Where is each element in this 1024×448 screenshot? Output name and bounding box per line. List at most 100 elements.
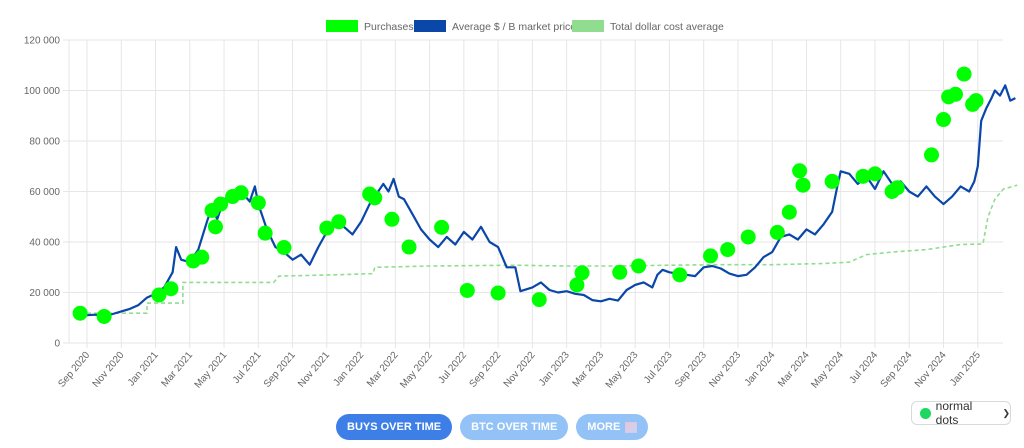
purchase-dot[interactable] bbox=[233, 185, 249, 201]
chart-grid bbox=[63, 39, 1003, 348]
purchase-dot[interactable] bbox=[490, 285, 506, 301]
purchase-dot[interactable] bbox=[459, 282, 475, 298]
purchase-dot[interactable] bbox=[384, 211, 400, 227]
purchase-dot[interactable] bbox=[531, 292, 547, 308]
x-tick-label: Jul 2021 bbox=[231, 350, 264, 386]
purchase-dot[interactable] bbox=[740, 229, 756, 245]
purchase-dot[interactable] bbox=[947, 86, 963, 102]
y-tick-label: 120 000 bbox=[24, 36, 61, 47]
x-tick-label: Jan 2022 bbox=[331, 350, 366, 389]
legend-swatch-purchases bbox=[326, 20, 358, 32]
btc-over-time-button[interactable]: BTC OVER TIME bbox=[460, 414, 569, 440]
y-tick-label: 0 bbox=[54, 339, 60, 350]
x-tick-label: Jul 2022 bbox=[436, 350, 469, 386]
purchase-dot[interactable] bbox=[401, 239, 417, 255]
legend-label-purchases: Purchases bbox=[364, 21, 414, 33]
purchase-dot[interactable] bbox=[924, 147, 940, 163]
legend-swatch-dca bbox=[572, 20, 604, 32]
purchase-dot[interactable] bbox=[367, 190, 383, 206]
x-tick-label: Jul 2024 bbox=[848, 350, 881, 386]
purchase-dot[interactable] bbox=[331, 214, 347, 230]
purchase-dot[interactable] bbox=[769, 224, 785, 240]
line-chart: Purchases Average $ / B market price Tot… bbox=[24, 20, 1018, 391]
buys-over-time-label: BUYS OVER TIME bbox=[347, 421, 442, 433]
chevron-down-icon: ❯ bbox=[1002, 407, 1010, 418]
legend-item-dca[interactable]: Total dollar cost average bbox=[572, 20, 724, 33]
more-label: MORE bbox=[587, 421, 621, 433]
purchase-dot[interactable] bbox=[569, 277, 585, 293]
purchase-dot[interactable] bbox=[792, 163, 808, 179]
legend-label-dca: Total dollar cost average bbox=[610, 21, 724, 33]
y-tick-label: 60 000 bbox=[29, 187, 60, 198]
x-tick-label: Mar 2022 bbox=[365, 350, 401, 390]
btc-over-time-label: BTC OVER TIME bbox=[471, 421, 558, 433]
dot-style-value: normal dots bbox=[935, 399, 973, 427]
legend-item-purchases[interactable]: Purchases bbox=[326, 20, 414, 33]
x-tick-label: Nov 2020 bbox=[91, 350, 127, 390]
y-tick-label: 20 000 bbox=[29, 288, 60, 299]
legend-item-market-price[interactable]: Average $ / B market price bbox=[414, 20, 576, 33]
purchase-dot[interactable] bbox=[96, 308, 112, 324]
x-tick-label: Mar 2024 bbox=[776, 350, 812, 390]
more-button[interactable]: MORE bbox=[576, 414, 649, 440]
x-tick-label: Sep 2022 bbox=[467, 350, 503, 390]
purchase-dot[interactable] bbox=[72, 305, 88, 321]
chart-emoji-icon bbox=[625, 421, 638, 433]
x-tick-label: Sep 2021 bbox=[262, 350, 298, 390]
purchase-dot[interactable] bbox=[151, 287, 167, 303]
y-tick-label: 80 000 bbox=[29, 137, 60, 148]
purchase-dots bbox=[72, 66, 984, 324]
purchase-dot[interactable] bbox=[631, 258, 647, 274]
x-tick-label: Nov 2022 bbox=[502, 350, 538, 390]
purchase-dot[interactable] bbox=[795, 177, 811, 193]
purchase-dot[interactable] bbox=[319, 220, 335, 236]
x-tick-label: Jan 2023 bbox=[537, 350, 572, 389]
x-tick-label: Mar 2023 bbox=[571, 350, 607, 390]
buys-over-time-button[interactable]: BUYS OVER TIME bbox=[336, 414, 453, 440]
x-tick-label: Mar 2021 bbox=[159, 350, 195, 390]
chart-legend: Purchases Average $ / B market price Tot… bbox=[326, 20, 724, 33]
purchase-dot[interactable] bbox=[207, 219, 223, 235]
dot-style-select[interactable]: normal dots ❯ bbox=[911, 399, 1011, 427]
purchase-dot[interactable] bbox=[781, 204, 797, 220]
y-tick-label: 40 000 bbox=[29, 238, 60, 249]
purchase-dot[interactable] bbox=[889, 180, 905, 196]
purchase-dot[interactable] bbox=[257, 225, 273, 241]
purchase-dot[interactable] bbox=[867, 166, 883, 182]
purchase-dot[interactable] bbox=[163, 281, 179, 297]
x-tick-label: May 2023 bbox=[604, 350, 641, 391]
x-tick-label: Nov 2023 bbox=[707, 350, 743, 390]
x-tick-label: Jan 2024 bbox=[743, 350, 778, 389]
x-tick-label: Sep 2020 bbox=[56, 350, 92, 390]
purchase-dot[interactable] bbox=[855, 168, 871, 184]
x-tick-label: May 2022 bbox=[398, 350, 435, 391]
x-tick-label: Jan 2021 bbox=[126, 350, 161, 389]
view-button-group: BUYS OVER TIME BTC OVER TIME MORE bbox=[336, 414, 649, 440]
y-axis: 0 20 000 40 000 60 000 80 000 100 000 120 000 bbox=[24, 36, 61, 350]
legend-label-market-price: Average $ / B market price bbox=[452, 21, 576, 33]
purchase-dot[interactable] bbox=[612, 264, 628, 280]
purchase-dot[interactable] bbox=[574, 265, 590, 281]
purchase-dot[interactable] bbox=[250, 195, 266, 211]
x-tick-label: Jan 2025 bbox=[948, 350, 983, 389]
purchase-dot[interactable] bbox=[968, 93, 984, 109]
x-tick-label: May 2024 bbox=[809, 350, 846, 391]
purchase-dot[interactable] bbox=[672, 267, 688, 283]
purchase-dot[interactable] bbox=[434, 219, 450, 235]
x-tick-label: Sep 2024 bbox=[879, 350, 915, 390]
purchase-dot[interactable] bbox=[720, 242, 736, 258]
x-tick-label: Nov 2021 bbox=[296, 350, 332, 390]
purchase-dot[interactable] bbox=[194, 249, 210, 265]
purchase-dot[interactable] bbox=[936, 112, 951, 128]
x-tick-label: Jul 2023 bbox=[642, 350, 675, 386]
chart-container: Purchases Average $ / B market price Tot… bbox=[24, 20, 1018, 391]
purchase-dot[interactable] bbox=[276, 240, 292, 256]
x-tick-label: Sep 2023 bbox=[673, 350, 709, 390]
purchase-dot[interactable] bbox=[824, 173, 840, 189]
purchase-dot[interactable] bbox=[213, 196, 229, 212]
purchase-dot[interactable] bbox=[703, 248, 719, 264]
y-tick-label: 100 000 bbox=[24, 86, 61, 97]
legend-swatch-market-price bbox=[414, 20, 446, 32]
purchase-dot[interactable] bbox=[956, 66, 972, 82]
